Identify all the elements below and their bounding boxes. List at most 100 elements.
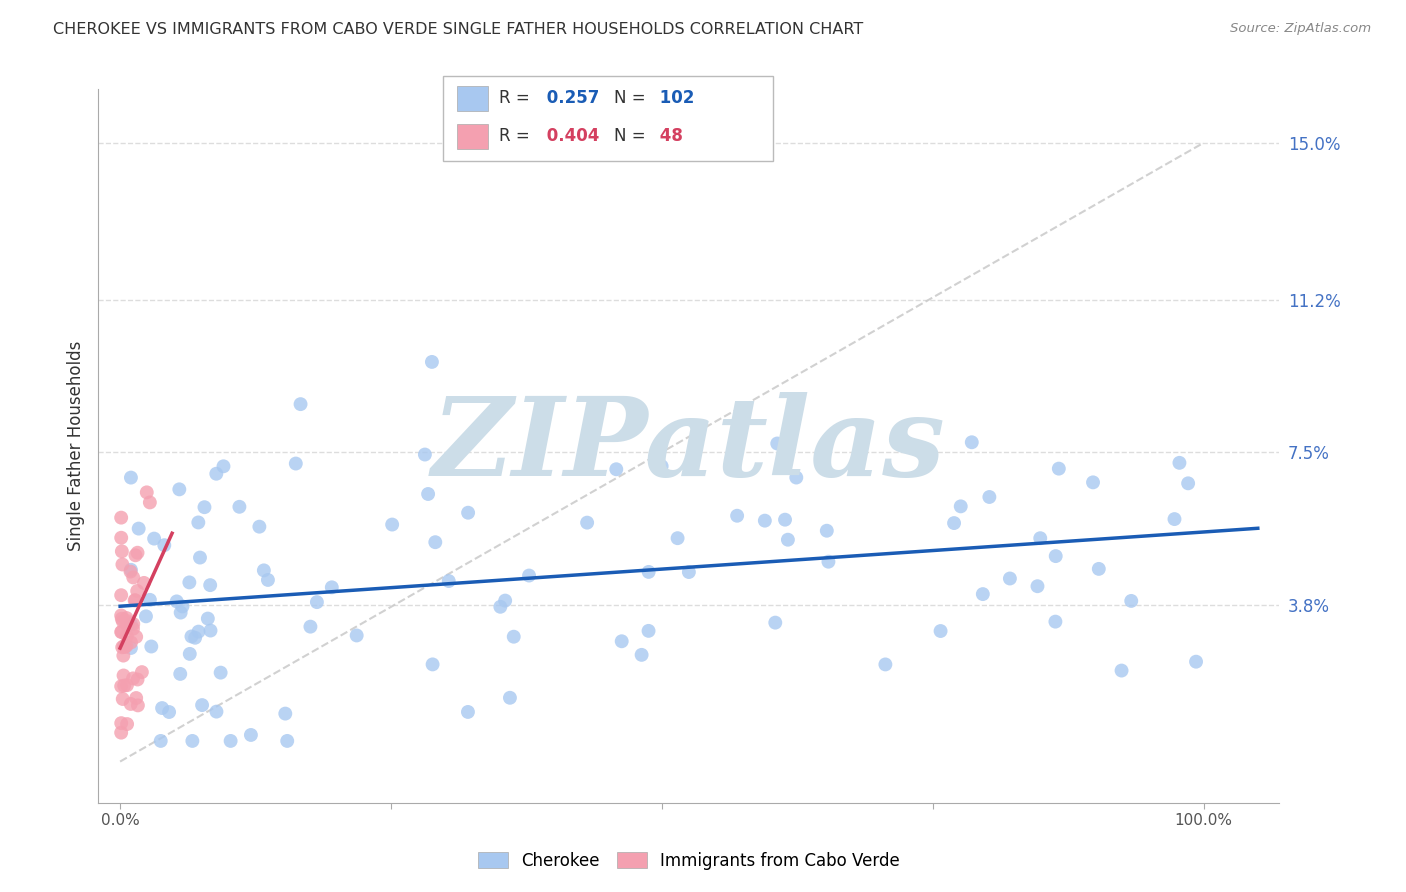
Point xyxy=(1163,512,1185,526)
Point xyxy=(875,657,897,672)
Point xyxy=(1168,456,1191,470)
Point xyxy=(239,728,262,742)
Point xyxy=(290,397,312,411)
Point xyxy=(381,517,404,532)
Point xyxy=(111,544,134,558)
Point xyxy=(1185,655,1208,669)
Text: 102: 102 xyxy=(654,89,695,107)
Point xyxy=(120,617,142,632)
Point xyxy=(274,706,297,721)
Point xyxy=(651,459,673,474)
Point xyxy=(576,516,599,530)
Point xyxy=(115,614,138,628)
Point xyxy=(1081,475,1104,490)
Point xyxy=(1029,531,1052,545)
Point xyxy=(1111,664,1133,678)
Point xyxy=(949,500,972,514)
Point xyxy=(1045,549,1067,563)
Point xyxy=(200,624,222,638)
Text: 0.257: 0.257 xyxy=(541,89,600,107)
Text: 0.404: 0.404 xyxy=(541,128,600,145)
Point xyxy=(131,665,153,679)
Point xyxy=(122,622,145,636)
Point xyxy=(111,558,134,572)
Point xyxy=(678,565,700,579)
Point xyxy=(110,531,132,545)
Point xyxy=(276,734,298,748)
Point xyxy=(817,555,839,569)
Text: N =: N = xyxy=(614,128,645,145)
Point xyxy=(610,634,633,648)
Point xyxy=(630,648,652,662)
Point xyxy=(111,615,134,629)
Point xyxy=(112,668,135,682)
Point xyxy=(149,734,172,748)
Point xyxy=(209,665,232,680)
Text: N =: N = xyxy=(614,89,645,107)
Point xyxy=(637,624,659,638)
Point xyxy=(166,594,188,608)
Point xyxy=(457,506,479,520)
Point xyxy=(1047,461,1070,475)
Point xyxy=(127,673,149,687)
Point xyxy=(499,690,522,705)
Point xyxy=(666,531,689,545)
Point xyxy=(110,679,132,693)
Point xyxy=(124,593,146,607)
Point xyxy=(773,513,796,527)
Point xyxy=(111,640,134,655)
Point xyxy=(1121,594,1143,608)
Point xyxy=(111,692,134,706)
Point xyxy=(205,467,228,481)
Point xyxy=(120,470,142,484)
Point xyxy=(169,667,191,681)
Point xyxy=(754,514,776,528)
Point xyxy=(1177,476,1199,491)
Point xyxy=(184,631,207,645)
Point xyxy=(972,587,994,601)
Point xyxy=(181,734,204,748)
Point xyxy=(785,470,807,484)
Text: R =: R = xyxy=(499,128,530,145)
Point xyxy=(179,575,201,590)
Point xyxy=(115,717,138,731)
Text: Source: ZipAtlas.com: Source: ZipAtlas.com xyxy=(1230,22,1371,36)
Point xyxy=(120,697,142,711)
Point xyxy=(157,705,180,719)
Text: R =: R = xyxy=(499,89,530,107)
Point xyxy=(115,678,138,692)
Point xyxy=(115,611,138,625)
Point xyxy=(122,570,145,584)
Point xyxy=(115,639,138,653)
Point xyxy=(125,630,148,644)
Point xyxy=(416,487,439,501)
Point xyxy=(114,640,136,654)
Point xyxy=(929,624,952,638)
Point xyxy=(139,495,162,509)
Point xyxy=(776,533,799,547)
Point xyxy=(139,592,162,607)
Point xyxy=(124,549,146,563)
Point xyxy=(132,575,155,590)
Y-axis label: Single Father Households: Single Father Households xyxy=(66,341,84,551)
Point xyxy=(725,508,748,523)
Point xyxy=(115,629,138,643)
Point xyxy=(112,648,135,663)
Point xyxy=(122,617,145,632)
Point xyxy=(111,624,134,639)
Point xyxy=(193,500,215,515)
Point xyxy=(135,609,157,624)
Point xyxy=(191,698,214,712)
Point xyxy=(943,516,966,530)
Point xyxy=(960,435,983,450)
Point xyxy=(198,578,221,592)
Point xyxy=(125,691,148,706)
Text: CHEROKEE VS IMMIGRANTS FROM CABO VERDE SINGLE FATHER HOUSEHOLDS CORRELATION CHAR: CHEROKEE VS IMMIGRANTS FROM CABO VERDE S… xyxy=(53,22,863,37)
Point xyxy=(153,538,176,552)
Point xyxy=(1045,615,1067,629)
Point xyxy=(172,599,194,614)
Point xyxy=(127,546,149,560)
Point xyxy=(219,734,242,748)
Point xyxy=(169,606,191,620)
Text: ZIPatlas: ZIPatlas xyxy=(432,392,946,500)
